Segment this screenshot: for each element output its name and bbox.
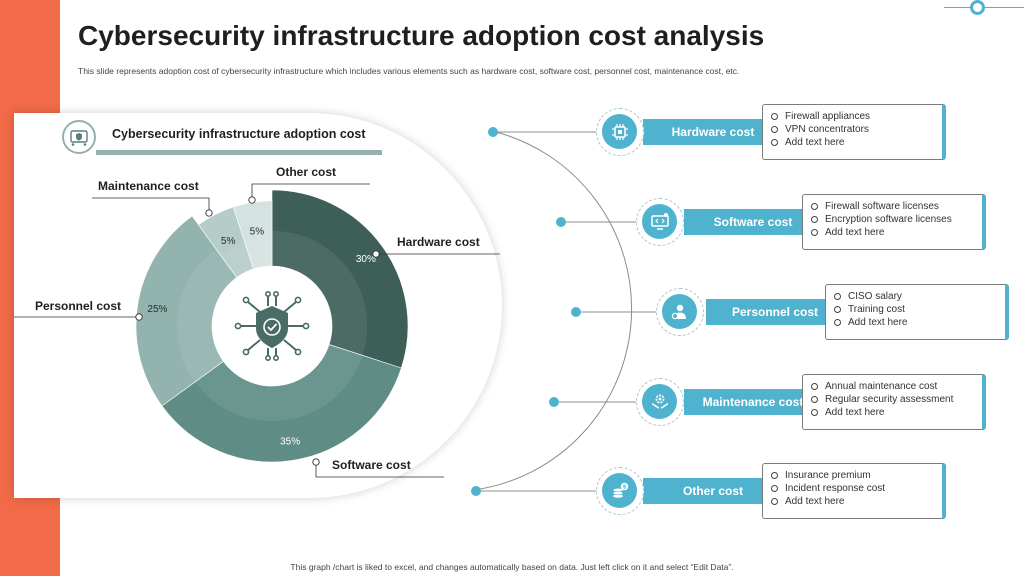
- detail-item: VPN concentrators: [771, 123, 942, 136]
- cost-pill-personnel-cost[interactable]: Personnel cost: [706, 299, 844, 325]
- page-title: Cybersecurity infrastructure adoption co…: [78, 20, 765, 51]
- page-subtitle: This slide represents adoption cost of c…: [78, 66, 740, 76]
- data-label-maintenance-cost: 5%: [221, 236, 236, 247]
- leader-line-other-cost: [251, 183, 370, 200]
- cpu-chip-icon: [602, 114, 637, 149]
- detail-item: Add text here: [771, 495, 942, 508]
- cost-pill-maintenance-cost[interactable]: Maintenance cost: [684, 389, 822, 415]
- category-label-personnel-cost: Personnel cost: [35, 299, 121, 313]
- detail-box-maintenance-cost: Annual maintenance cost Regular security …: [802, 374, 986, 430]
- detail-item: Encryption software licenses: [811, 213, 982, 226]
- slice-inner-band: [220, 242, 254, 278]
- detail-item: Add text here: [811, 406, 982, 419]
- cost-pill-software-cost[interactable]: Software cost: [684, 209, 822, 235]
- detail-item: Firewall appliances: [771, 110, 942, 123]
- cost-pill-hardware-cost[interactable]: Hardware cost: [643, 119, 783, 145]
- cost-pill-other-cost[interactable]: Other cost: [643, 478, 783, 504]
- category-label-software-cost: Software cost: [332, 458, 411, 472]
- leader-dot: [205, 209, 213, 217]
- detail-box-other-cost: Insurance premium Incident response cost A…: [762, 463, 946, 519]
- detail-item: Training cost: [834, 303, 1005, 316]
- connector-dot-other-cost: [471, 486, 481, 496]
- detail-item: Add text here: [771, 136, 942, 149]
- person-badge-icon: [662, 294, 697, 329]
- data-label-other-cost: 5%: [250, 227, 265, 238]
- data-label-hardware-cost: 30%: [356, 254, 376, 265]
- category-label-other-cost: Other cost: [276, 165, 336, 179]
- slice-inner-band: [244, 238, 272, 269]
- decorative-ring-icon: [970, 0, 985, 15]
- leader-dot: [135, 313, 143, 321]
- detail-item: Firewall software licenses: [811, 200, 982, 213]
- detail-item: Insurance premium: [771, 469, 942, 482]
- detail-item: Add text here: [811, 226, 982, 239]
- connector-dot-hardware-cost: [488, 127, 498, 137]
- detail-item: Add text here: [834, 316, 1005, 329]
- icon-ring-other-cost: $: [596, 467, 644, 515]
- category-label-hardware-cost: Hardware cost: [397, 235, 480, 249]
- icon-ring-software-cost: [636, 198, 684, 246]
- shield-check-circuit-icon: [212, 266, 332, 386]
- detail-item: Annual maintenance cost: [811, 380, 982, 393]
- gear-hands-icon: [642, 384, 677, 419]
- connector-dot-maintenance-cost: [549, 397, 559, 407]
- leader-line-maintenance-cost: [92, 197, 210, 213]
- chart-header-title: Cybersecurity infrastructure adoption co…: [112, 127, 366, 141]
- code-monitor-icon: [642, 204, 677, 239]
- detail-item: Regular security assessment: [811, 393, 982, 406]
- detail-box-software-cost: Firewall software licenses Encryption sof…: [802, 194, 986, 250]
- icon-ring-hardware-cost: [596, 108, 644, 156]
- detail-box-hardware-cost: Firewall appliances VPN concentrators Add …: [762, 104, 946, 160]
- footer-note: This graph /chart is liked to excel, and…: [290, 562, 734, 572]
- svg-text:$: $: [622, 484, 625, 490]
- data-label-software-cost: 35%: [280, 437, 300, 448]
- slice-inner-band: [176, 248, 237, 382]
- connector-arc: [473, 130, 633, 491]
- leader-dot: [312, 458, 320, 466]
- shield-network-icon: [62, 120, 96, 154]
- leader-line-software-cost: [315, 462, 444, 478]
- slice-inner-band: [272, 230, 368, 356]
- icon-ring-maintenance-cost: [636, 378, 684, 426]
- detail-item: CISO salary: [834, 290, 1005, 303]
- coins-dollar-icon: $: [602, 473, 637, 508]
- slice-inner-band: [194, 344, 363, 422]
- detail-item: Incident response cost: [771, 482, 942, 495]
- category-label-maintenance-cost: Maintenance cost: [98, 179, 199, 193]
- detail-box-personnel-cost: CISO salary Training cost Add text here: [825, 284, 1009, 340]
- leader-dot: [248, 196, 256, 204]
- leader-dot: [372, 250, 380, 258]
- data-label-personnel-cost: 25%: [147, 304, 167, 315]
- connector-dot-software-cost: [556, 217, 566, 227]
- chart-header-underline: [96, 150, 382, 155]
- icon-ring-personnel-cost: [656, 288, 704, 336]
- connector-dot-personnel-cost: [571, 307, 581, 317]
